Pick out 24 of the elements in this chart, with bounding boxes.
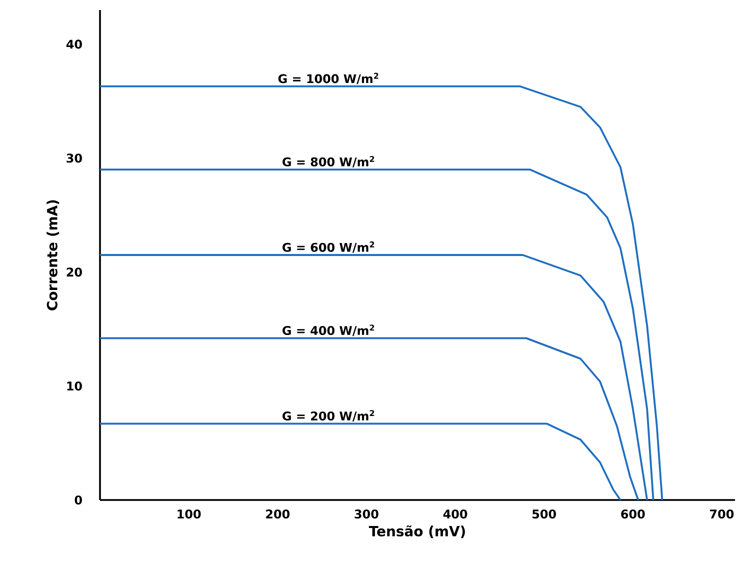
x-tick-label: 100	[178, 509, 201, 519]
y-tick-label: 10	[67, 382, 82, 391]
line-series	[99, 422, 622, 501]
y-tick-label: 30	[66, 154, 82, 163]
line-series	[99, 254, 648, 501]
y-axis-title: Corrente (mA)	[46, 200, 60, 310]
line-series	[99, 85, 664, 501]
x-tick-label: 300	[354, 509, 378, 519]
series-label: G = 600 W/m$^{2}$	[282, 241, 374, 253]
x-tick-label: 200	[266, 509, 290, 519]
line-series	[99, 168, 654, 501]
x-tick-label: 500	[532, 509, 556, 519]
y-tick-label: 20	[66, 268, 82, 277]
series-label: G = 400 W/m$^{2}$	[282, 324, 374, 336]
x-tick-label: 700	[710, 509, 734, 519]
line-series	[99, 337, 640, 501]
x-tick-label: 600	[621, 509, 645, 519]
series-label: G = 200 W/m$^{2}$	[282, 410, 374, 422]
y-tick-label: 40	[66, 40, 82, 49]
series-label: G = 1000 W/m$^{2}$	[278, 72, 378, 84]
x-axis-title: Tensão (mV)	[368, 525, 465, 538]
series-label: G = 800 W/m$^{2}$	[282, 156, 374, 168]
y-tick-label: 0	[74, 495, 82, 505]
x-tick-label: 400	[443, 509, 468, 519]
